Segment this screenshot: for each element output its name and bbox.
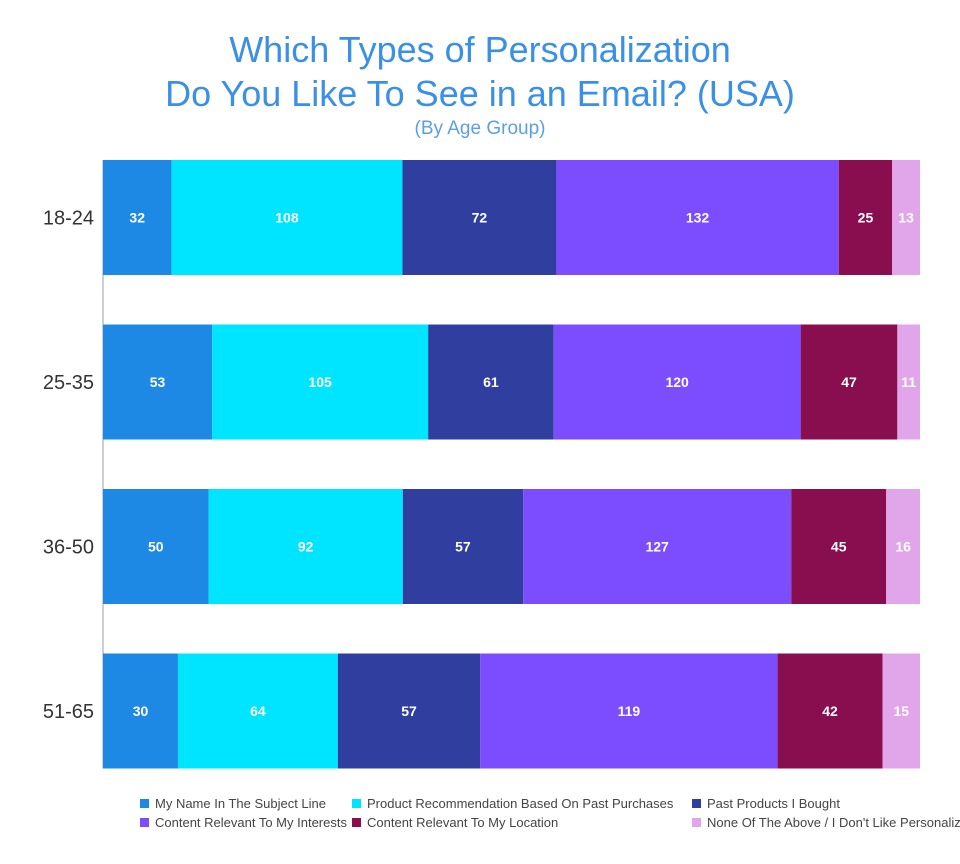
data-label: 16 [895,539,911,555]
bar-segment [892,160,920,275]
bar-segment [800,324,898,440]
data-label: 57 [401,703,417,719]
data-label: 25 [858,210,874,226]
bar-segment [428,324,554,440]
bar-segment [208,489,403,604]
chart-subtitle: (By Age Group) [414,118,546,139]
stacked-bar-chart: 18-24 32 108 72 132 25 13 25-35 53 105 61 120 47 11 36… [43,160,920,769]
legend-item: My Name In The Subject Line [140,796,352,811]
legend-label: None Of The Above / I Don't Like Persona… [707,815,960,830]
bar-segment [103,160,172,275]
data-label: 61 [483,374,499,390]
bar-segment [103,324,213,440]
data-label: 72 [472,210,488,226]
y-tick-label: 36-50 [43,537,94,559]
legend-item: None Of The Above / I Don't Like Persona… [692,815,960,830]
data-label: 105 [308,374,332,390]
data-label: 15 [893,703,909,719]
legend-item: Past Products I Bought [692,796,920,811]
data-label: 11 [901,374,916,390]
legend-label: My Name In The Subject Line [155,796,327,811]
bar-segment [480,653,778,769]
legend-item: Content Relevant To My Location [352,815,692,830]
bar-segment [103,489,209,604]
y-tick-label: 51-65 [43,701,94,723]
data-label: 119 [618,703,641,719]
legend-swatch [352,818,361,827]
legend-item: Content Relevant To My Interests [140,815,352,830]
data-label: 47 [841,374,857,390]
data-label: 53 [150,374,166,390]
data-label: 132 [686,210,710,226]
legend-swatch [692,818,701,827]
chart-legend: My Name In The Subject Line Product Recom… [140,796,960,830]
bar-segment [402,160,557,275]
y-tick-label: 25-35 [43,372,94,394]
data-label: 13 [898,210,914,226]
legend-swatch [692,799,701,808]
bar-segment [402,489,524,604]
bar-segment [886,489,920,604]
legend-swatch [140,799,149,808]
bar-segment [337,653,481,769]
legend-label: Content Relevant To My Location [367,815,559,830]
bar-segment [556,160,839,275]
data-label: 42 [822,703,838,719]
bar-segment [171,160,403,275]
data-label: 127 [645,539,669,555]
legend-label: Content Relevant To My Interests [155,815,347,830]
bar-segment [791,489,887,604]
bar-segment [177,653,338,769]
legend-swatch [352,799,361,808]
legend-label: Past Products I Bought [707,796,840,811]
data-label: 32 [129,210,145,226]
legend-swatch [140,818,149,827]
bar-segment [553,324,801,440]
chart-title-line2: Do You Like To See in an Email? (USA) [165,73,795,114]
bar-segment [523,489,792,604]
data-label: 120 [665,374,689,390]
data-label: 57 [455,539,471,555]
bar-segment [212,324,429,440]
legend-item: Product Recommendation Based On Past Pur… [352,796,692,811]
data-label: 92 [298,539,314,555]
chart-title-line1: Which Types of Personalization [229,29,731,70]
data-label: 50 [148,539,164,555]
data-label: 64 [250,703,266,719]
bar-segment [897,324,920,440]
data-label: 108 [275,210,299,226]
bar-segment [882,653,920,769]
data-label: 30 [133,703,149,719]
legend-label: Product Recommendation Based On Past Pur… [367,796,674,811]
bar-segment [838,160,893,275]
y-tick-label: 18-24 [43,208,94,230]
bar-segment [777,653,883,769]
data-label: 45 [831,539,847,555]
bar-segment [103,653,178,769]
